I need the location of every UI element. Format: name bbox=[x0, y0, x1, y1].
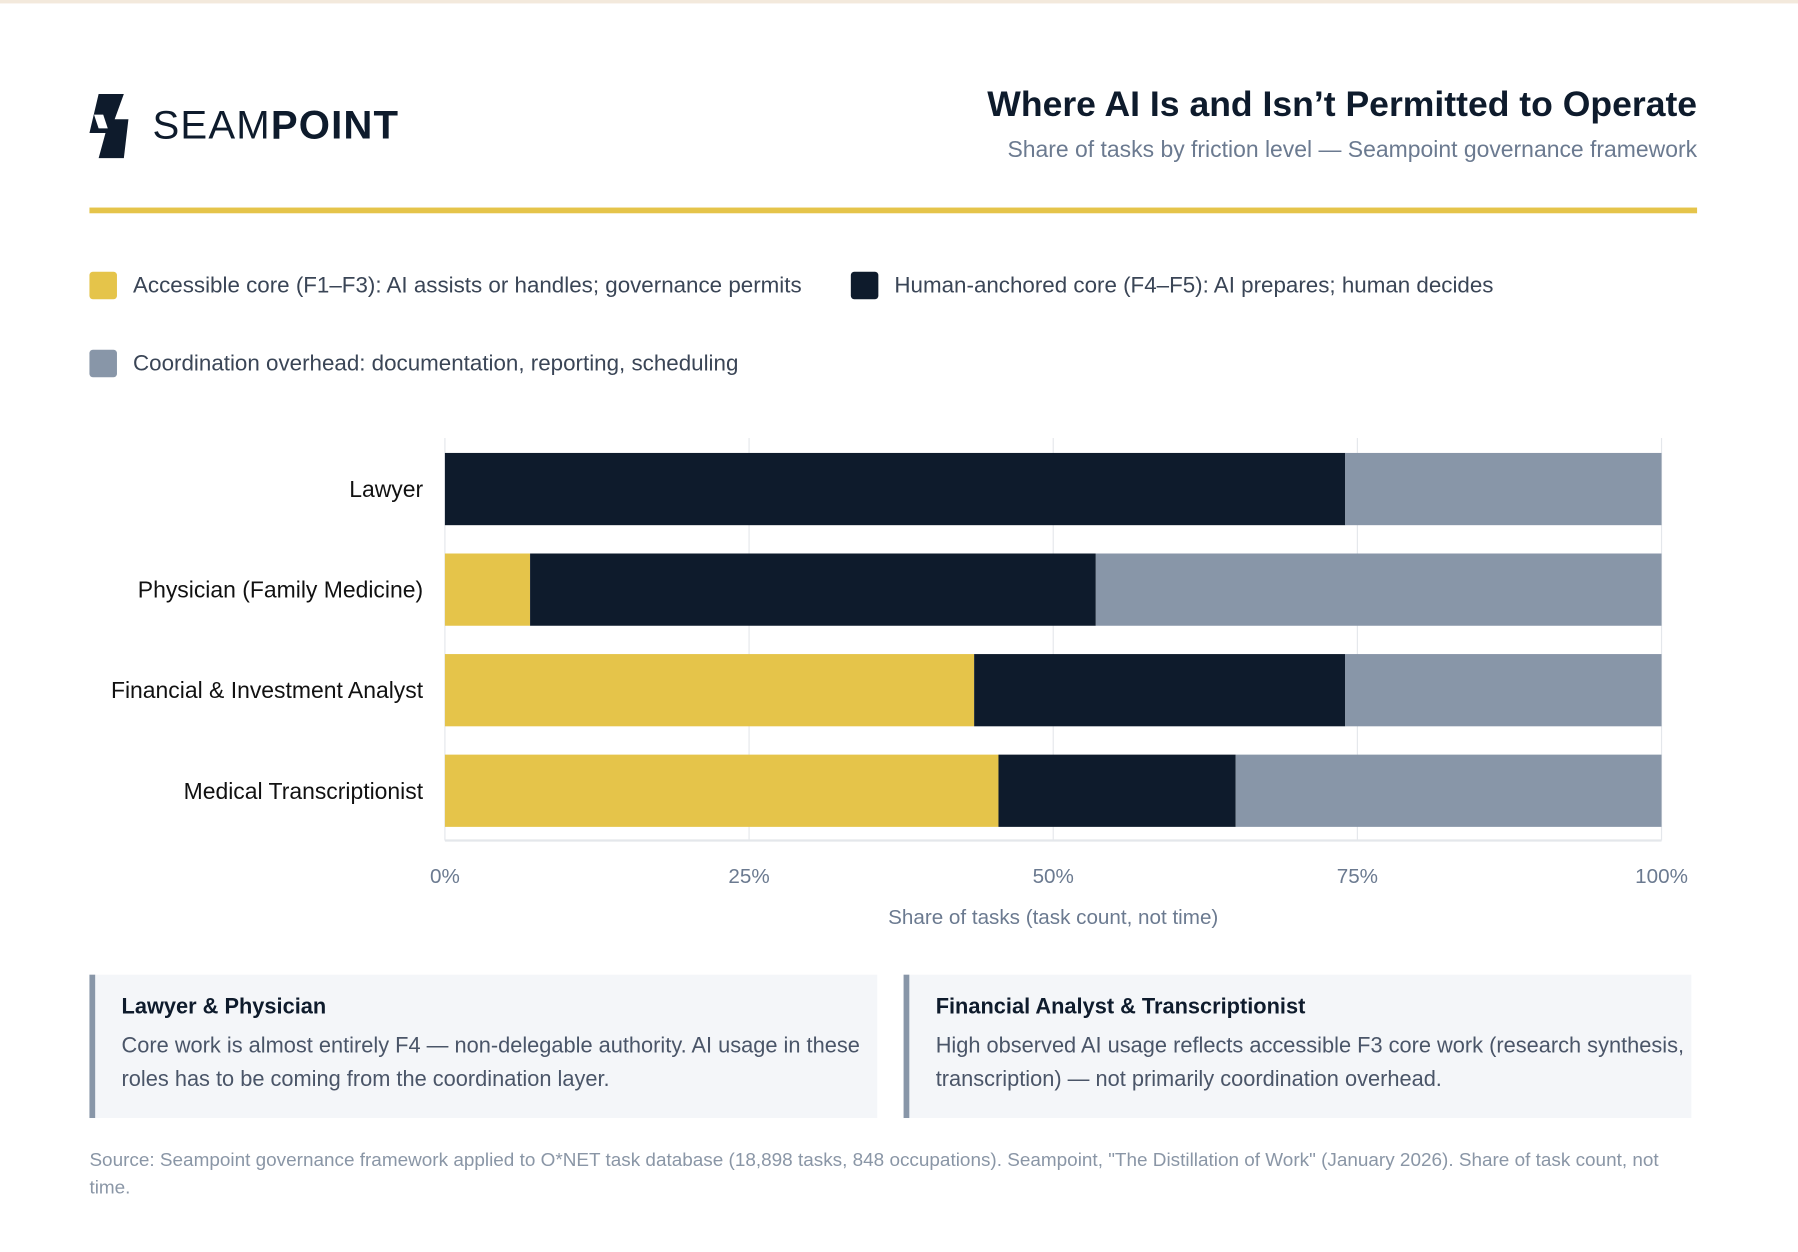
source-note: Source: Seampoint governance framework a… bbox=[89, 1150, 1659, 1199]
x-axis-title: Share of tasks (task count, not time) bbox=[888, 906, 1218, 929]
legend-label: Human-anchored core (F4–F5): AI prepares… bbox=[894, 272, 1494, 298]
bar-segment bbox=[1345, 452, 1662, 526]
x-tick-label: 25% bbox=[728, 865, 769, 888]
card-title: Financial Analyst & Transcriptionist bbox=[935, 995, 1306, 1020]
category-label: Lawyer bbox=[349, 476, 423, 502]
seampoint-logo-icon bbox=[89, 94, 129, 159]
legend-swatch bbox=[89, 349, 117, 378]
bar-segment bbox=[1095, 553, 1662, 626]
card-text: High observed AI usage reflects accessib… bbox=[935, 1034, 1685, 1092]
x-tick-label: 0% bbox=[430, 865, 460, 888]
top-border bbox=[0, 0, 1798, 4]
accent-rule bbox=[89, 207, 1698, 214]
bar-segment bbox=[1345, 654, 1662, 727]
legend-swatch bbox=[89, 271, 117, 300]
x-tick-label: 50% bbox=[1033, 865, 1074, 888]
legend-item-coordination: Coordination overhead: documentation, re… bbox=[89, 349, 739, 378]
bar-segment bbox=[1235, 754, 1662, 827]
legend-item-accessible: Accessible core (F1–F3): AI assists or h… bbox=[89, 271, 802, 300]
bar-segment bbox=[974, 654, 1346, 727]
card-text: Core work is almost entirely F4 — non-de… bbox=[121, 1034, 860, 1092]
category-label: Physician (Family Medicine) bbox=[138, 577, 423, 603]
note-card-analyst-transcriptionist: Financial Analyst & Transcriptionist Hig… bbox=[903, 974, 1692, 1119]
card-title: Lawyer & Physician bbox=[121, 995, 327, 1020]
note-card-lawyer-physician: Lawyer & Physician Core work is almost e… bbox=[89, 974, 878, 1119]
bar-segment bbox=[530, 553, 1096, 626]
bar-segment bbox=[444, 654, 975, 727]
bar-segment bbox=[998, 754, 1236, 827]
stacked-bar-chart: 0% 25% 50% 75% 100% Lawyer Physician (Family M… bbox=[111, 438, 1688, 929]
category-label: Medical Transcriptionist bbox=[184, 778, 424, 804]
brand-logo-text: SEAMPOINT bbox=[152, 103, 400, 148]
x-tick-label: 75% bbox=[1337, 865, 1378, 888]
x-tick-label: 100% bbox=[1635, 865, 1688, 888]
legend-swatch bbox=[850, 271, 879, 300]
legend-label: Coordination overhead: documentation, re… bbox=[133, 350, 739, 376]
legend-item-human-anchored: Human-anchored core (F4–F5): AI prepares… bbox=[850, 271, 1494, 300]
chart-title: Where AI Is and Isn’t Permitted to Opera… bbox=[987, 83, 1698, 124]
bar-segment bbox=[444, 553, 531, 626]
legend-label: Accessible core (F1–F3): AI assists or h… bbox=[133, 272, 802, 298]
category-label: Financial & Investment Analyst bbox=[111, 677, 424, 703]
bar-segment bbox=[444, 754, 999, 827]
bar-segment bbox=[444, 452, 1346, 526]
chart-subtitle: Share of tasks by friction level — Seamp… bbox=[1007, 137, 1698, 163]
